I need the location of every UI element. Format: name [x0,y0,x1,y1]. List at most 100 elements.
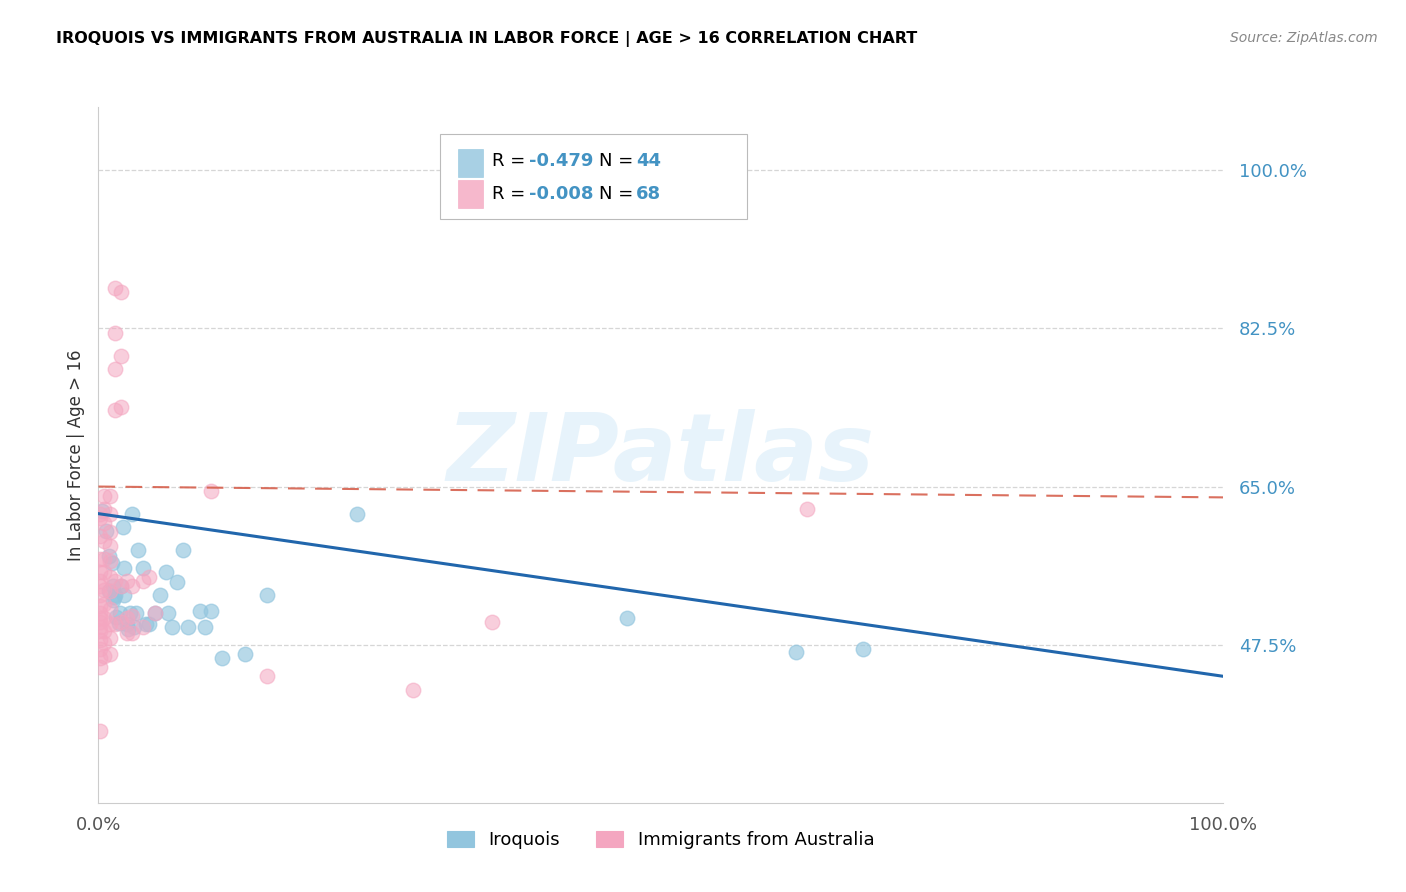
Y-axis label: In Labor Force | Age > 16: In Labor Force | Age > 16 [66,349,84,561]
Point [89,633,111,648]
Point [101,579,124,593]
Point [103,590,125,604]
Point [112,520,135,534]
Point [89,599,111,613]
Point [98,507,121,521]
Point [93,583,115,598]
Point [89,642,111,657]
Point [104,616,127,631]
Point [188,604,211,618]
Text: N =: N = [599,153,638,170]
Point [105,609,128,624]
Text: R =: R = [492,185,531,203]
Point [121,579,143,593]
Text: -0.008: -0.008 [529,185,593,203]
Point [110,615,132,629]
Point [90,504,112,518]
Point [89,588,111,602]
Point [143,606,166,620]
Point [93,566,115,580]
Legend: Iroquois, Immigrants from Australia: Iroquois, Immigrants from Australia [440,823,882,856]
Point [110,579,132,593]
Point [110,400,132,414]
Point [402,682,425,697]
Point [132,561,155,575]
Point [211,651,233,665]
Point [115,610,138,624]
Point [97,549,120,563]
Point [89,660,111,674]
Point [160,619,183,633]
Point [233,647,256,661]
Point [124,619,146,633]
Point [98,489,121,503]
Point [104,281,127,295]
Point [89,511,111,525]
Point [104,574,127,589]
Text: 68: 68 [636,185,661,203]
Point [89,551,111,566]
Point [97,584,120,599]
Point [98,539,121,553]
Point [785,645,807,659]
Point [89,723,111,738]
Point [98,601,121,615]
Point [108,606,131,620]
Text: IROQUOIS VS IMMIGRANTS FROM AUSTRALIA IN LABOR FORCE | AGE > 16 CORRELATION CHAR: IROQUOIS VS IMMIGRANTS FROM AUSTRALIA IN… [56,31,918,47]
Point [98,554,121,568]
Point [98,570,121,584]
Point [96,524,118,538]
Point [93,610,115,624]
Text: -0.479: -0.479 [529,153,593,170]
Point [200,484,222,499]
Point [121,626,143,640]
Point [138,570,160,584]
Point [796,502,818,516]
Point [115,616,138,631]
Point [177,619,200,633]
Point [89,619,111,633]
Point [93,502,115,516]
Point [98,616,121,631]
Point [93,489,115,503]
Point [852,642,875,657]
Point [121,608,143,623]
Point [89,624,111,639]
Point [89,507,111,521]
Point [110,579,132,593]
Point [93,533,115,548]
Point [110,285,132,300]
Point [98,632,121,646]
Point [256,588,278,602]
Point [89,566,111,580]
Point [112,588,135,602]
Point [104,326,127,340]
Point [89,579,111,593]
Point [143,606,166,620]
Point [138,616,160,631]
Point [117,623,139,637]
Point [89,606,111,620]
Point [93,636,115,650]
Point [127,542,149,557]
Point [93,597,115,611]
Point [101,593,124,607]
Point [107,615,129,630]
Point [104,588,127,602]
Text: N =: N = [599,185,638,203]
Point [89,615,111,629]
Point [104,402,127,417]
Point [132,574,155,589]
Point [157,606,180,620]
Point [89,574,111,589]
Point [115,574,138,589]
Point [118,606,141,620]
Point [89,651,111,665]
Point [93,516,115,530]
Point [346,507,368,521]
Point [93,624,115,639]
Point [124,606,146,620]
Point [481,615,503,629]
Point [98,584,121,599]
Text: ZIPatlas: ZIPatlas [447,409,875,501]
